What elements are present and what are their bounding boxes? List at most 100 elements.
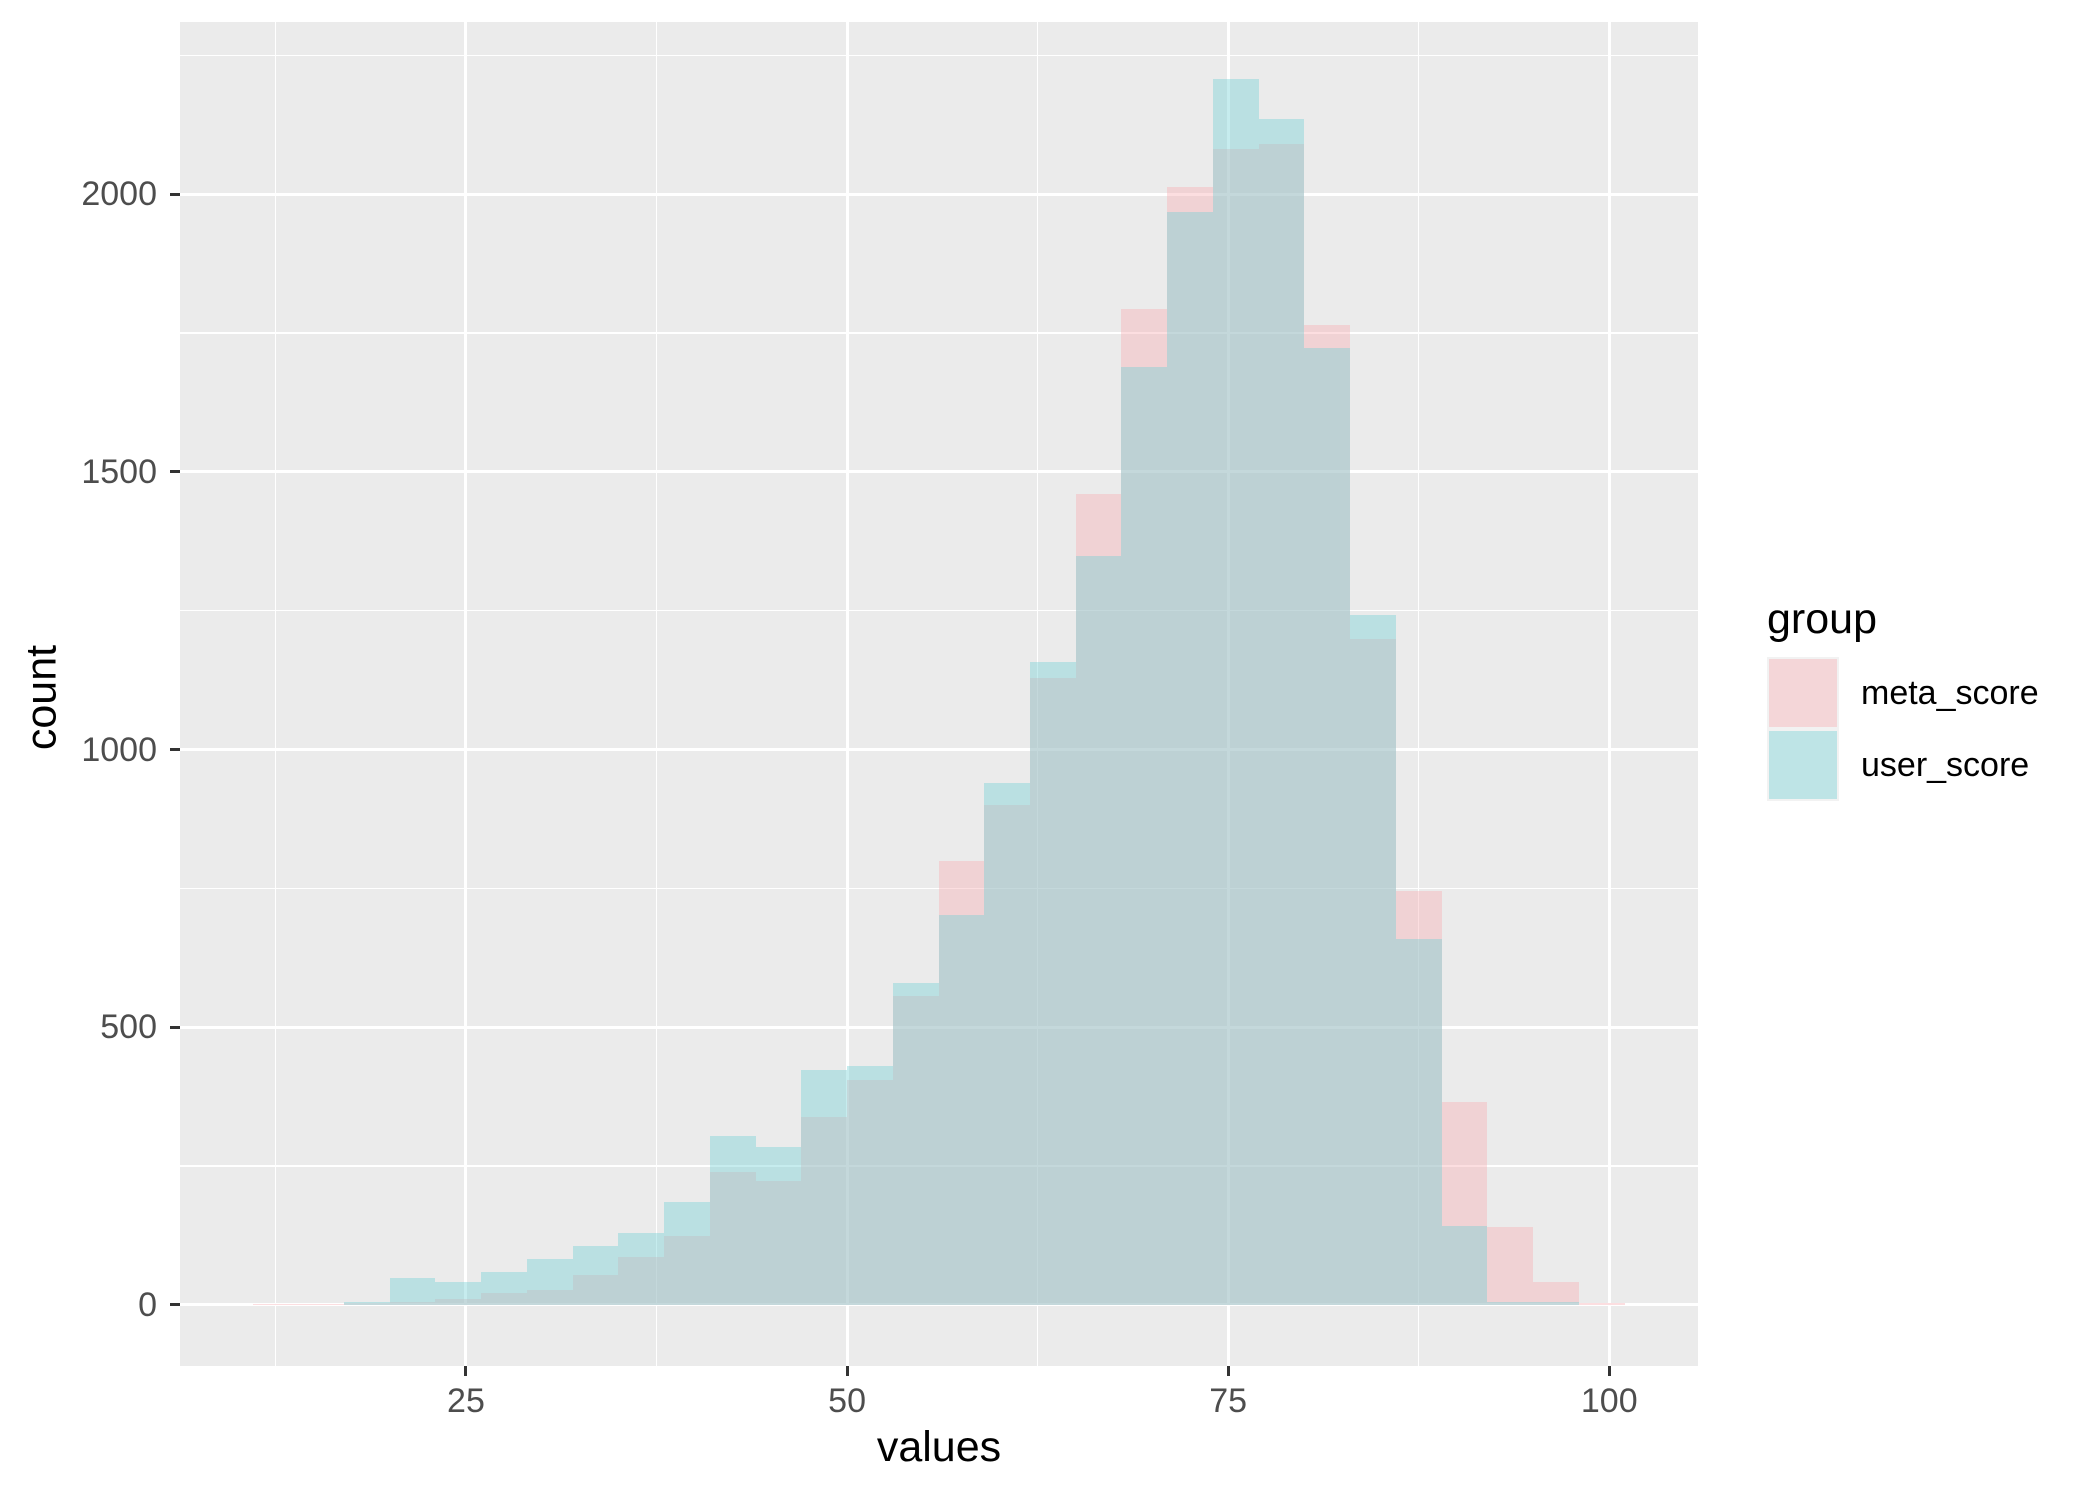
- y-tick-mark: [170, 1303, 180, 1307]
- x-tick-label: 25: [447, 1382, 485, 1420]
- histogram-bar-user_score: [984, 782, 1030, 1305]
- y-tick-mark: [170, 192, 180, 196]
- histogram-bar-user_score: [1167, 211, 1213, 1305]
- legend-items: meta_score user_score: [1767, 657, 2039, 801]
- histogram-bar-meta_score: [1212, 149, 1259, 1305]
- histogram-bar-meta_score: [1167, 186, 1213, 1305]
- histogram-bar-user_score: [481, 1271, 527, 1305]
- histogram-bar-user_score: [1487, 1301, 1534, 1305]
- y-axis-title: count: [17, 644, 66, 751]
- legend-key: [1767, 657, 1839, 729]
- histogram-bar-meta_score: [481, 1293, 527, 1305]
- legend-swatch-user_score: [1769, 731, 1837, 799]
- gridline-major-horizontal: [180, 1303, 1698, 1307]
- histogram-bar-user_score: [1075, 556, 1122, 1305]
- histogram-bar-user_score: [892, 983, 939, 1305]
- histogram-bar-user_score: [1304, 348, 1351, 1305]
- histogram-bar-user_score: [1030, 662, 1076, 1305]
- histogram-bar-user_score: [344, 1301, 390, 1305]
- x-tick-mark: [1226, 1366, 1230, 1376]
- gridline-minor-horizontal: [180, 1165, 1698, 1167]
- histogram-bar-user_score: [664, 1201, 710, 1305]
- histogram-bar-meta_score: [1258, 144, 1305, 1305]
- gridline-major-vertical: [1226, 22, 1230, 1366]
- histogram-bar-meta_score: [1578, 1303, 1625, 1305]
- gridline-minor-horizontal: [180, 54, 1698, 57]
- histogram-bar-meta_score: [1304, 325, 1351, 1305]
- gridline-minor-vertical: [1417, 22, 1420, 1366]
- histogram-bar-meta_score: [1395, 891, 1442, 1305]
- histogram-bar-meta_score: [572, 1275, 619, 1305]
- legend: group meta_score user_score: [1767, 598, 2039, 801]
- histogram-bar-meta_score: [526, 1289, 573, 1305]
- x-tick-label: 75: [1209, 1382, 1248, 1420]
- histogram-bar-meta_score: [801, 1117, 848, 1305]
- plot-panel: [180, 22, 1698, 1366]
- histogram-bar-user_score: [435, 1282, 482, 1305]
- histogram-bar-user_score: [572, 1246, 619, 1305]
- x-tick-label: 100: [1580, 1382, 1638, 1420]
- histogram-bar-meta_score: [618, 1256, 665, 1305]
- legend-swatch-meta_score: [1769, 659, 1837, 727]
- y-tick-mark: [170, 470, 180, 474]
- gridline-minor-vertical: [1036, 22, 1039, 1366]
- x-axis-title: values: [876, 1423, 1002, 1471]
- gridline-minor-vertical: [274, 22, 277, 1366]
- histogram-bar-meta_score: [984, 805, 1030, 1305]
- gridline-minor-vertical: [655, 22, 658, 1366]
- histogram-bar-meta_score: [252, 1303, 299, 1305]
- histogram-bar-meta_score: [1121, 309, 1168, 1305]
- histogram-bar-meta_score: [1441, 1102, 1488, 1305]
- legend-item: user_score: [1767, 729, 2039, 801]
- histogram-bar-user_score: [847, 1066, 893, 1305]
- y-tick-mark: [170, 1025, 180, 1029]
- y-tick-label: 2000: [81, 175, 157, 214]
- histogram-bar-user_score: [618, 1233, 665, 1305]
- histogram-bar-meta_score: [709, 1172, 756, 1305]
- gridline-minor-horizontal: [180, 609, 1698, 612]
- histogram-bar-meta_score: [755, 1180, 802, 1305]
- histogram-bar-meta_score: [298, 1303, 344, 1305]
- gridline-major-vertical: [1607, 22, 1611, 1366]
- histogram-bar-user_score: [801, 1069, 848, 1305]
- histogram-bar-meta_score: [938, 860, 985, 1305]
- histogram-bar-meta_score: [1487, 1226, 1534, 1305]
- legend-title: group: [1767, 595, 1877, 643]
- gridline-major-vertical: [845, 22, 849, 1366]
- histogram-bar-meta_score: [664, 1236, 710, 1305]
- y-tick-label: 1000: [81, 730, 157, 769]
- gridline-major-horizontal: [180, 470, 1698, 474]
- histogram-bar-meta_score: [1030, 678, 1076, 1305]
- gridline-major-horizontal: [180, 1025, 1698, 1029]
- histogram-bar-meta_score: [1075, 494, 1122, 1305]
- histogram-bar-user_score: [1395, 938, 1442, 1305]
- y-tick-mark: [170, 748, 180, 752]
- histogram-bar-meta_score: [1350, 639, 1396, 1305]
- histogram-bar-meta_score: [892, 996, 939, 1305]
- x-tick-label: 50: [828, 1382, 866, 1420]
- histogram-bar-user_score: [755, 1146, 802, 1305]
- histogram-bar-user_score: [1121, 367, 1168, 1305]
- histogram-bar-user_score: [1258, 118, 1305, 1305]
- gridline-minor-horizontal: [180, 332, 1698, 334]
- histogram-bar-user_score: [709, 1135, 756, 1305]
- gridline-minor-horizontal: [180, 887, 1698, 890]
- y-tick-label: 0: [138, 1285, 157, 1324]
- gridline-major-horizontal: [180, 748, 1698, 752]
- histogram-bar-user_score: [1441, 1226, 1488, 1305]
- histogram-bar-meta_score: [435, 1298, 482, 1305]
- x-tick-mark: [845, 1366, 849, 1376]
- legend-label: meta_score: [1861, 673, 2039, 712]
- y-tick-label: 1500: [81, 452, 157, 491]
- histogram-bar-user_score: [938, 915, 985, 1305]
- x-tick-mark: [464, 1366, 468, 1376]
- histogram-bar-user_score: [1533, 1301, 1579, 1305]
- gridline-major-vertical: [464, 22, 468, 1366]
- histogram-bar-meta_score: [389, 1302, 436, 1305]
- histogram-bar-user_score: [389, 1278, 436, 1305]
- y-tick-label: 500: [100, 1008, 157, 1047]
- histogram-bar-user_score: [1212, 79, 1259, 1305]
- legend-key: [1767, 729, 1839, 801]
- histogram-bar-user_score: [1350, 615, 1396, 1305]
